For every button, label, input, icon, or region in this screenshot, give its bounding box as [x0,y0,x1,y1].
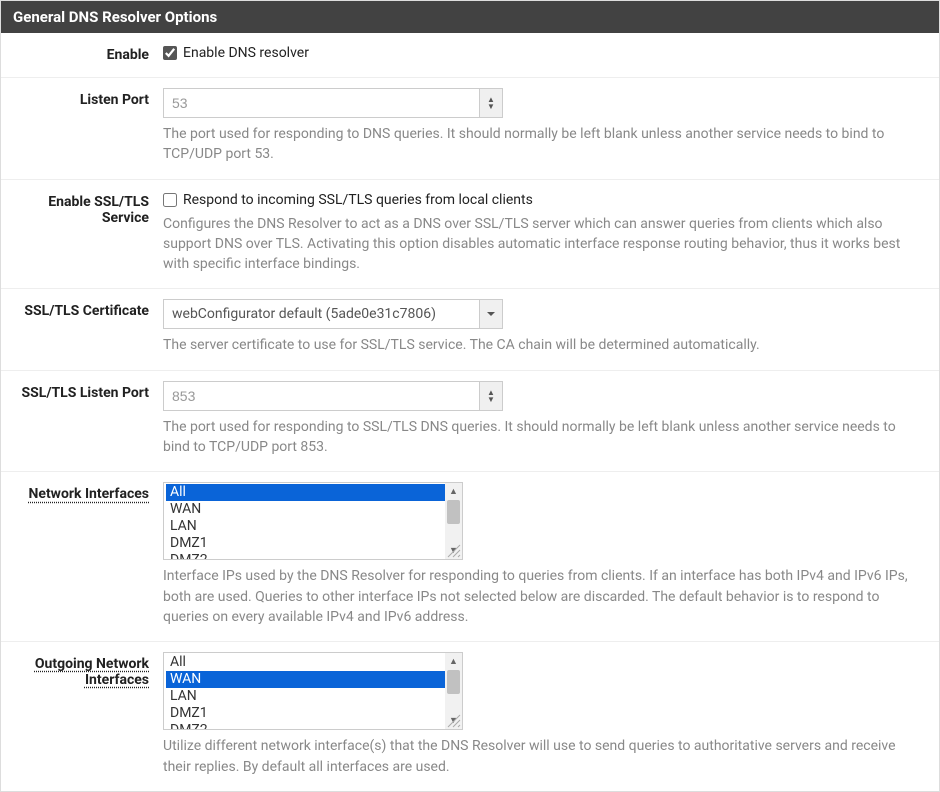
listen-port-input-wrap: ▲ ▼ [163,88,503,118]
listen-port-spinner[interactable]: ▲ ▼ [479,88,503,118]
ssl-cert-caret[interactable] [479,299,503,329]
multiselect-option[interactable]: LAN [166,518,460,535]
panel-title: General DNS Resolver Options [1,1,939,33]
enable-checkbox-line: Enable DNS resolver [163,43,925,61]
multiselect-option[interactable]: WAN [166,671,460,688]
ssl-service-checkbox-line: Respond to incoming SSL/TLS queries from… [163,190,925,208]
scroll-thumb[interactable] [447,670,460,694]
scroll-track[interactable] [445,670,462,712]
ssl-port-help: The port used for responding to SSL/TLS … [163,417,925,458]
multiselect-option[interactable]: All [166,484,460,501]
listen-port-help: The port used for responding to DNS quer… [163,124,925,165]
ssl-port-input-wrap: ▲ ▼ [163,381,503,411]
multiselect-option[interactable]: WAN [166,501,460,518]
scroll-thumb[interactable] [447,500,460,524]
multiselect-option[interactable]: LAN [166,688,460,705]
enable-checkbox[interactable] [163,46,177,60]
row-net-ifaces: Network Interfaces AllWANLANDMZ1DMZ2 ▲ ▼… [1,472,939,642]
row-listen-port: Listen Port ▲ ▼ The port used for respon… [1,78,939,180]
ssl-service-checkbox-label: Respond to incoming SSL/TLS queries from… [183,192,533,208]
net-ifaces-help: Interface IPs used by the DNS Resolver f… [163,566,925,627]
ssl-cert-selected: webConfigurator default (5ade0e31c7806) [163,299,479,329]
ssl-port-spinner[interactable]: ▲ ▼ [479,381,503,411]
out-ifaces-options: AllWANLANDMZ1DMZ2 [164,653,462,730]
ssl-cert-help: The server certificate to use for SSL/TL… [163,335,925,355]
field-out-ifaces: AllWANLANDMZ1DMZ2 ▲ ▼ Utilize different … [163,652,925,777]
net-ifaces-select[interactable]: AllWANLANDMZ1DMZ2 ▲ ▼ [163,482,463,560]
chevron-down-icon [486,309,496,319]
scroll-track[interactable] [445,500,462,542]
chevron-down-icon: ▼ [487,103,495,110]
scroll-up-icon[interactable]: ▲ [445,483,462,500]
listen-port-input[interactable] [163,88,479,118]
out-ifaces-select[interactable]: AllWANLANDMZ1DMZ2 ▲ ▼ [163,652,463,730]
field-ssl-service: Respond to incoming SSL/TLS queries from… [163,190,925,275]
row-out-ifaces: Outgoing Network Interfaces AllWANLANDMZ… [1,642,939,791]
field-ssl-port: ▲ ▼ The port used for responding to SSL/… [163,381,925,458]
field-listen-port: ▲ ▼ The port used for responding to DNS … [163,88,925,165]
ssl-service-checkbox[interactable] [163,193,177,207]
ssl-service-help: Configures the DNS Resolver to act as a … [163,214,925,275]
label-ssl-port: SSL/TLS Listen Port [15,381,163,458]
label-out-ifaces[interactable]: Outgoing Network Interfaces [15,652,163,777]
settings-panel: General DNS Resolver Options Enable Enab… [0,0,940,792]
label-enable: Enable [15,43,163,63]
field-ssl-cert: webConfigurator default (5ade0e31c7806) … [163,299,925,355]
label-ssl-cert: SSL/TLS Certificate [15,299,163,355]
net-ifaces-options: AllWANLANDMZ1DMZ2 [164,483,462,560]
label-listen-port: Listen Port [15,88,163,165]
field-enable: Enable DNS resolver [163,43,925,63]
resize-handle-icon[interactable] [447,714,461,728]
label-net-ifaces[interactable]: Network Interfaces [15,482,163,627]
out-ifaces-help: Utilize different network interface(s) t… [163,736,925,777]
multiselect-option[interactable]: DMZ1 [166,535,460,552]
multiselect-option[interactable]: DMZ2 [166,722,460,730]
chevron-down-icon: ▼ [487,396,495,403]
field-net-ifaces: AllWANLANDMZ1DMZ2 ▲ ▼ Interface IPs used… [163,482,925,627]
label-ssl-service: Enable SSL/TLS Service [15,190,163,275]
resize-handle-icon[interactable] [447,544,461,558]
multiselect-option[interactable]: All [166,654,460,671]
row-enable: Enable Enable DNS resolver [1,33,939,78]
multiselect-option[interactable]: DMZ1 [166,705,460,722]
ssl-cert-select[interactable]: webConfigurator default (5ade0e31c7806) [163,299,503,329]
row-ssl-service: Enable SSL/TLS Service Respond to incomi… [1,180,939,290]
multiselect-option[interactable]: DMZ2 [166,552,460,560]
row-ssl-port: SSL/TLS Listen Port ▲ ▼ The port used fo… [1,371,939,473]
ssl-port-input[interactable] [163,381,479,411]
scroll-up-icon[interactable]: ▲ [445,653,462,670]
row-ssl-cert: SSL/TLS Certificate webConfigurator defa… [1,289,939,370]
enable-checkbox-label: Enable DNS resolver [183,45,309,61]
